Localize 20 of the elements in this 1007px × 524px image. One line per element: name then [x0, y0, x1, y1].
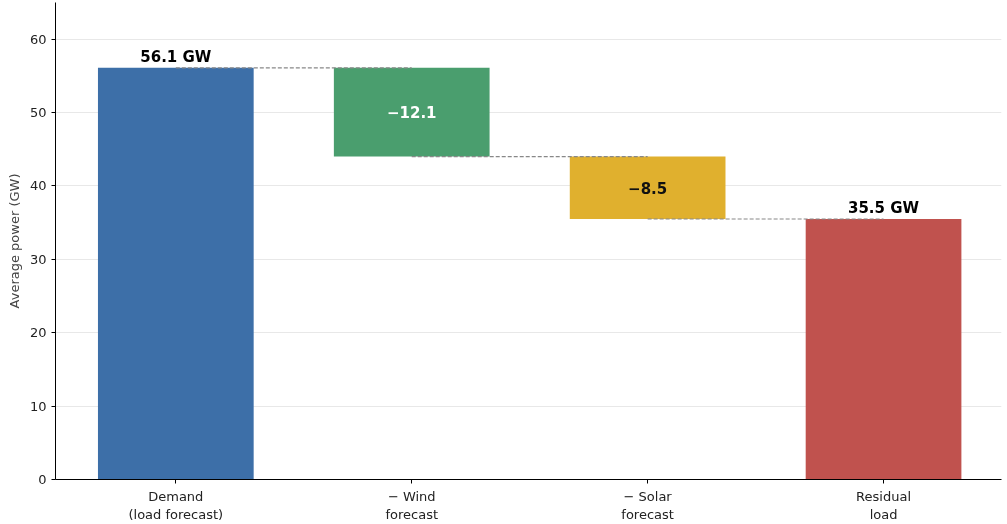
y-tick-label: 10	[29, 398, 47, 414]
x-tick-label: Demand (load forecast)	[128, 488, 224, 522]
y-tick-label: 40	[29, 178, 47, 194]
data-label: −8.5	[628, 179, 668, 198]
bar	[569, 156, 726, 219]
y-tick-label: 30	[29, 251, 47, 267]
y-tick-label: 0	[38, 472, 47, 487]
bar	[97, 67, 254, 480]
x-tick-label: Residual load	[856, 488, 911, 522]
data-label: 56.1 GW	[140, 47, 212, 66]
y-tick-label: 50	[29, 105, 47, 121]
y-tick-label: 20	[29, 325, 47, 341]
y-tick-label: 60	[29, 31, 47, 47]
bar	[805, 218, 962, 480]
x-tick-label: − Solar forecast	[621, 488, 674, 522]
data-label: −12.1	[386, 104, 437, 123]
y-axis-title: Average power (GW)	[6, 173, 22, 309]
bar	[333, 67, 490, 157]
x-tick-label: − Wind forecast	[385, 488, 439, 522]
data-label: 35.5 GW	[848, 198, 920, 217]
